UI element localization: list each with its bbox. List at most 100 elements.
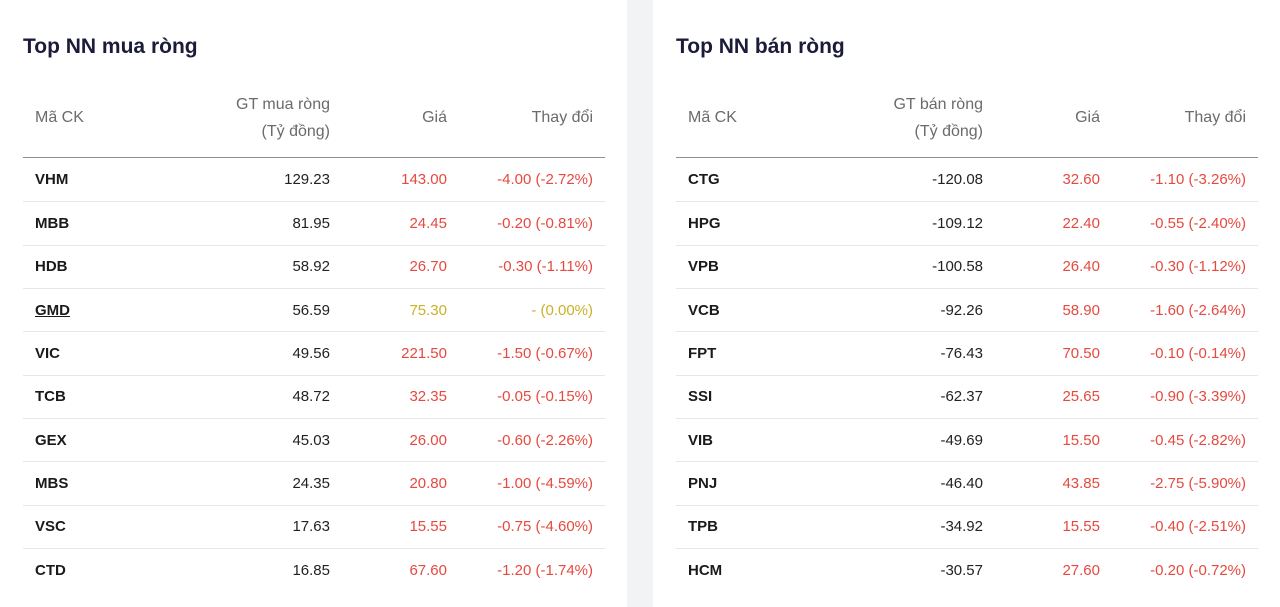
price-cell: 58.90 [1062,301,1100,319]
change-cell: -0.20 (-0.81%) [497,214,593,232]
net-value-cell: 56.59 [292,301,330,319]
table-row: VHM 129.23 143.00 -4.00 (-2.72%) [23,158,605,201]
net-value-cell: 45.03 [292,431,330,449]
table-header: Mã CK GT bán ròng (Tỷ đồng) Giá Thay đổi [676,88,1258,158]
net-value-cell: -34.92 [940,518,983,536]
table-row: VCB -92.26 58.90 -1.60 (-2.64%) [676,287,1258,331]
header-change: Thay đổi [1184,109,1246,126]
change-cell: - (0.00%) [531,301,593,319]
stock-symbol-link[interactable]: VSC [35,518,66,536]
panel-title: Top NN bán ròng [676,35,845,58]
net-sell-table: Mã CK GT bán ròng (Tỷ đồng) Giá Thay đổi… [676,88,1258,591]
stock-symbol-link[interactable]: PNJ [688,474,718,492]
change-cell: -1.00 (-4.59%) [497,474,593,492]
stock-symbol-link[interactable]: VIB [688,431,714,449]
panel-title: Top NN mua ròng [23,35,198,58]
change-cell: -2.75 (-5.90%) [1150,474,1246,492]
net-value-cell: -109.12 [932,214,983,232]
table-row: HDB 58.92 26.70 -0.30 (-1.11%) [23,244,605,288]
change-cell: -0.30 (-1.12%) [1150,258,1246,276]
net-buy-panel: Top NN mua ròng Mã CK GT mua ròng (Tỷ đồ… [0,0,627,607]
net-value-cell: -30.57 [940,561,983,579]
price-cell: 27.60 [1062,561,1100,579]
net-buy-table: Mã CK GT mua ròng (Tỷ đồng) Giá Thay đổi… [23,88,605,591]
stock-symbol-link[interactable]: VIC [35,344,61,362]
stock-symbol-link[interactable]: GMD [35,301,70,319]
stock-symbol-link[interactable]: HPG [688,214,721,232]
header-net-value-unit: (Tỷ đồng) [914,122,983,140]
stock-symbol-link[interactable]: CTG [688,171,720,189]
change-cell: -0.20 (-0.72%) [1150,561,1246,579]
header-net-value-label: GT mua ròng [236,95,330,113]
change-cell: -1.20 (-1.74%) [497,561,593,579]
table-row: GMD 56.59 75.30 - (0.00%) [23,287,605,331]
table-row: CTG -120.08 32.60 -1.10 (-3.26%) [676,158,1258,201]
change-cell: -1.10 (-3.26%) [1150,171,1246,189]
table-row: CTD 16.85 67.60 -1.20 (-1.74%) [23,547,605,591]
change-cell: -0.60 (-2.26%) [497,431,593,449]
price-cell: 15.50 [1062,431,1100,449]
stock-symbol-link[interactable]: GEX [35,431,67,449]
stock-symbol-link[interactable]: CTD [35,561,66,579]
stock-symbol-link[interactable]: MBS [35,474,69,492]
price-cell: 26.00 [409,431,447,449]
table-row: SSI -62.37 25.65 -0.90 (-3.39%) [676,374,1258,418]
net-value-cell: 58.92 [292,258,330,276]
table-header: Mã CK GT mua ròng (Tỷ đồng) Giá Thay đổi [23,88,605,158]
table-row: PNJ -46.40 43.85 -2.75 (-5.90%) [676,461,1258,504]
stock-symbol-link[interactable]: HDB [35,258,68,276]
change-cell: -0.10 (-0.14%) [1150,344,1246,362]
change-cell: -0.45 (-2.82%) [1150,431,1246,449]
header-symbol: Mã CK [688,109,737,126]
price-cell: 15.55 [409,518,447,536]
price-cell: 143.00 [401,171,447,189]
change-cell: -0.05 (-0.15%) [497,388,593,406]
net-value-cell: 81.95 [292,214,330,232]
price-cell: 22.40 [1062,214,1100,232]
table-row: VIB -49.69 15.50 -0.45 (-2.82%) [676,417,1258,461]
stock-symbol-link[interactable]: HCM [688,561,723,579]
net-value-cell: -92.26 [940,301,983,319]
stock-symbol-link[interactable]: TCB [35,388,66,406]
header-price: Giá [1075,109,1100,126]
stock-symbol-link[interactable]: MBB [35,214,70,232]
price-cell: 26.40 [1062,258,1100,276]
change-cell: -0.55 (-2.40%) [1150,214,1246,232]
net-value-cell: -120.08 [932,171,983,189]
price-cell: 32.35 [409,388,447,406]
net-value-cell: -49.69 [940,431,983,449]
stock-symbol-link[interactable]: SSI [688,388,713,406]
stock-symbol-link[interactable]: VPB [688,258,719,276]
price-cell: 15.55 [1062,518,1100,536]
table-row: MBB 81.95 24.45 -0.20 (-0.81%) [23,201,605,244]
change-cell: -0.40 (-2.51%) [1150,518,1246,536]
stock-symbol-link[interactable]: VCB [688,301,720,319]
header-change: Thay đổi [531,109,593,126]
change-cell: -1.50 (-0.67%) [497,344,593,362]
net-value-cell: -100.58 [932,258,983,276]
price-cell: 24.45 [409,214,447,232]
header-net-value-unit: (Tỷ đồng) [261,122,330,140]
price-cell: 43.85 [1062,474,1100,492]
price-cell: 75.30 [409,301,447,319]
table-row: HPG -109.12 22.40 -0.55 (-2.40%) [676,201,1258,244]
table-row: HCM -30.57 27.60 -0.20 (-0.72%) [676,547,1258,591]
net-value-cell: -62.37 [940,388,983,406]
net-value-cell: 48.72 [292,388,330,406]
net-value-cell: 129.23 [284,171,330,189]
stock-symbol-link[interactable]: VHM [35,171,69,189]
table-body: VHM 129.23 143.00 -4.00 (-2.72%) MBB 81.95 24.… [23,158,605,591]
header-net-value: GT bán ròng (Tỷ đồng) [816,91,983,145]
price-cell: 20.80 [409,474,447,492]
price-cell: 221.50 [401,344,447,362]
net-value-cell: -76.43 [940,344,983,362]
change-cell: -0.90 (-3.39%) [1150,388,1246,406]
price-cell: 67.60 [409,561,447,579]
table-row: VSC 17.63 15.55 -0.75 (-4.60%) [23,504,605,548]
table-row: MBS 24.35 20.80 -1.00 (-4.59%) [23,461,605,504]
change-cell: -0.30 (-1.11%) [498,258,593,276]
change-cell: -1.60 (-2.64%) [1150,301,1246,319]
table-row: VIC 49.56 221.50 -1.50 (-0.67%) [23,331,605,374]
stock-symbol-link[interactable]: FPT [688,344,717,362]
stock-symbol-link[interactable]: TPB [688,518,718,536]
